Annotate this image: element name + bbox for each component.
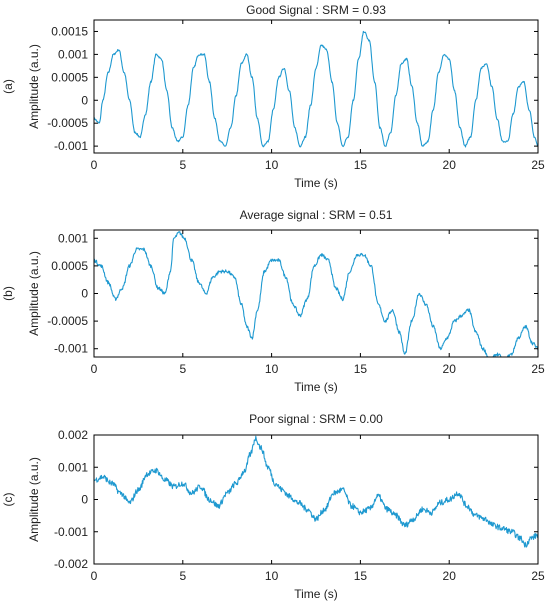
- y-axis-label: Amplitude (a.u.): [27, 251, 41, 336]
- y-tick-label: 0: [81, 287, 88, 301]
- panel-c: Poor signal : SRM = 0.00 0 5 10 15 20 25 0.002 0…: [1, 412, 545, 601]
- x-tick-label: 5: [179, 362, 186, 376]
- panel-b: Average signal : SRM = 0.51 0 5 10 15 20 25 0.0…: [1, 208, 545, 394]
- x-tick-label: 20: [443, 362, 457, 376]
- y-tick-label: 0: [81, 93, 88, 107]
- x-tick-label: 25: [531, 569, 545, 583]
- x-tick-label: 0: [91, 362, 98, 376]
- panel-label: (a): [1, 79, 15, 94]
- y-tick-label: -0.001: [54, 139, 88, 153]
- chart-title: Poor signal : SRM = 0.00: [249, 412, 383, 426]
- x-tick-label: 25: [531, 158, 545, 172]
- x-tick-label: 20: [443, 569, 457, 583]
- x-tick-label: 10: [265, 569, 279, 583]
- x-tick-label: 5: [179, 569, 186, 583]
- x-tick-label: 10: [265, 158, 279, 172]
- y-tick-label: 0.001: [58, 460, 88, 474]
- y-tick-label: -0.002: [54, 557, 88, 571]
- panel-label: (c): [1, 493, 15, 507]
- x-axis-label: Time (s): [294, 587, 338, 601]
- chart-title: Average signal : SRM = 0.51: [240, 208, 393, 222]
- y-tick-label: 0.001: [58, 47, 88, 61]
- y-tick-label: 0.0015: [51, 24, 88, 38]
- x-tick-label: 25: [531, 362, 545, 376]
- signal-line: [93, 30, 539, 148]
- panel-a: Good Signal : SRM = 0.93 0 5 10 15 20 25 0.0015…: [1, 3, 545, 190]
- y-tick-label: 0.001: [58, 231, 88, 245]
- y-axis-label: Amplitude (a.u.): [27, 44, 41, 129]
- x-axis-label: Time (s): [294, 380, 338, 394]
- y-tick-label: -0.001: [54, 525, 88, 539]
- signal-line: [93, 231, 539, 358]
- signal-line: [93, 435, 539, 548]
- y-tick-label: -0.0005: [47, 116, 88, 130]
- x-tick-label: 15: [354, 158, 368, 172]
- x-tick-label: 5: [179, 158, 186, 172]
- plot-frame: [93, 434, 539, 565]
- x-tick-label: 0: [91, 569, 98, 583]
- x-axis-label: Time (s): [294, 176, 338, 190]
- y-tick-label: 0.002: [58, 428, 88, 442]
- chart-title: Good Signal : SRM = 0.93: [246, 3, 386, 17]
- y-tick-label: -0.0005: [47, 314, 88, 328]
- y-tick-label: 0: [81, 493, 88, 507]
- panel-label: (b): [1, 286, 15, 301]
- y-tick-label: 0.0005: [51, 259, 88, 273]
- x-tick-label: 15: [354, 569, 368, 583]
- x-tick-label: 15: [354, 362, 368, 376]
- plot-frame: [93, 229, 539, 358]
- y-tick-label: 0.0005: [51, 70, 88, 84]
- plot-frame: [93, 19, 539, 154]
- x-tick-label: 10: [265, 362, 279, 376]
- y-axis-label: Amplitude (a.u.): [27, 457, 41, 542]
- y-tick-label: -0.001: [54, 342, 88, 356]
- x-tick-label: 0: [91, 158, 98, 172]
- x-tick-label: 20: [443, 158, 457, 172]
